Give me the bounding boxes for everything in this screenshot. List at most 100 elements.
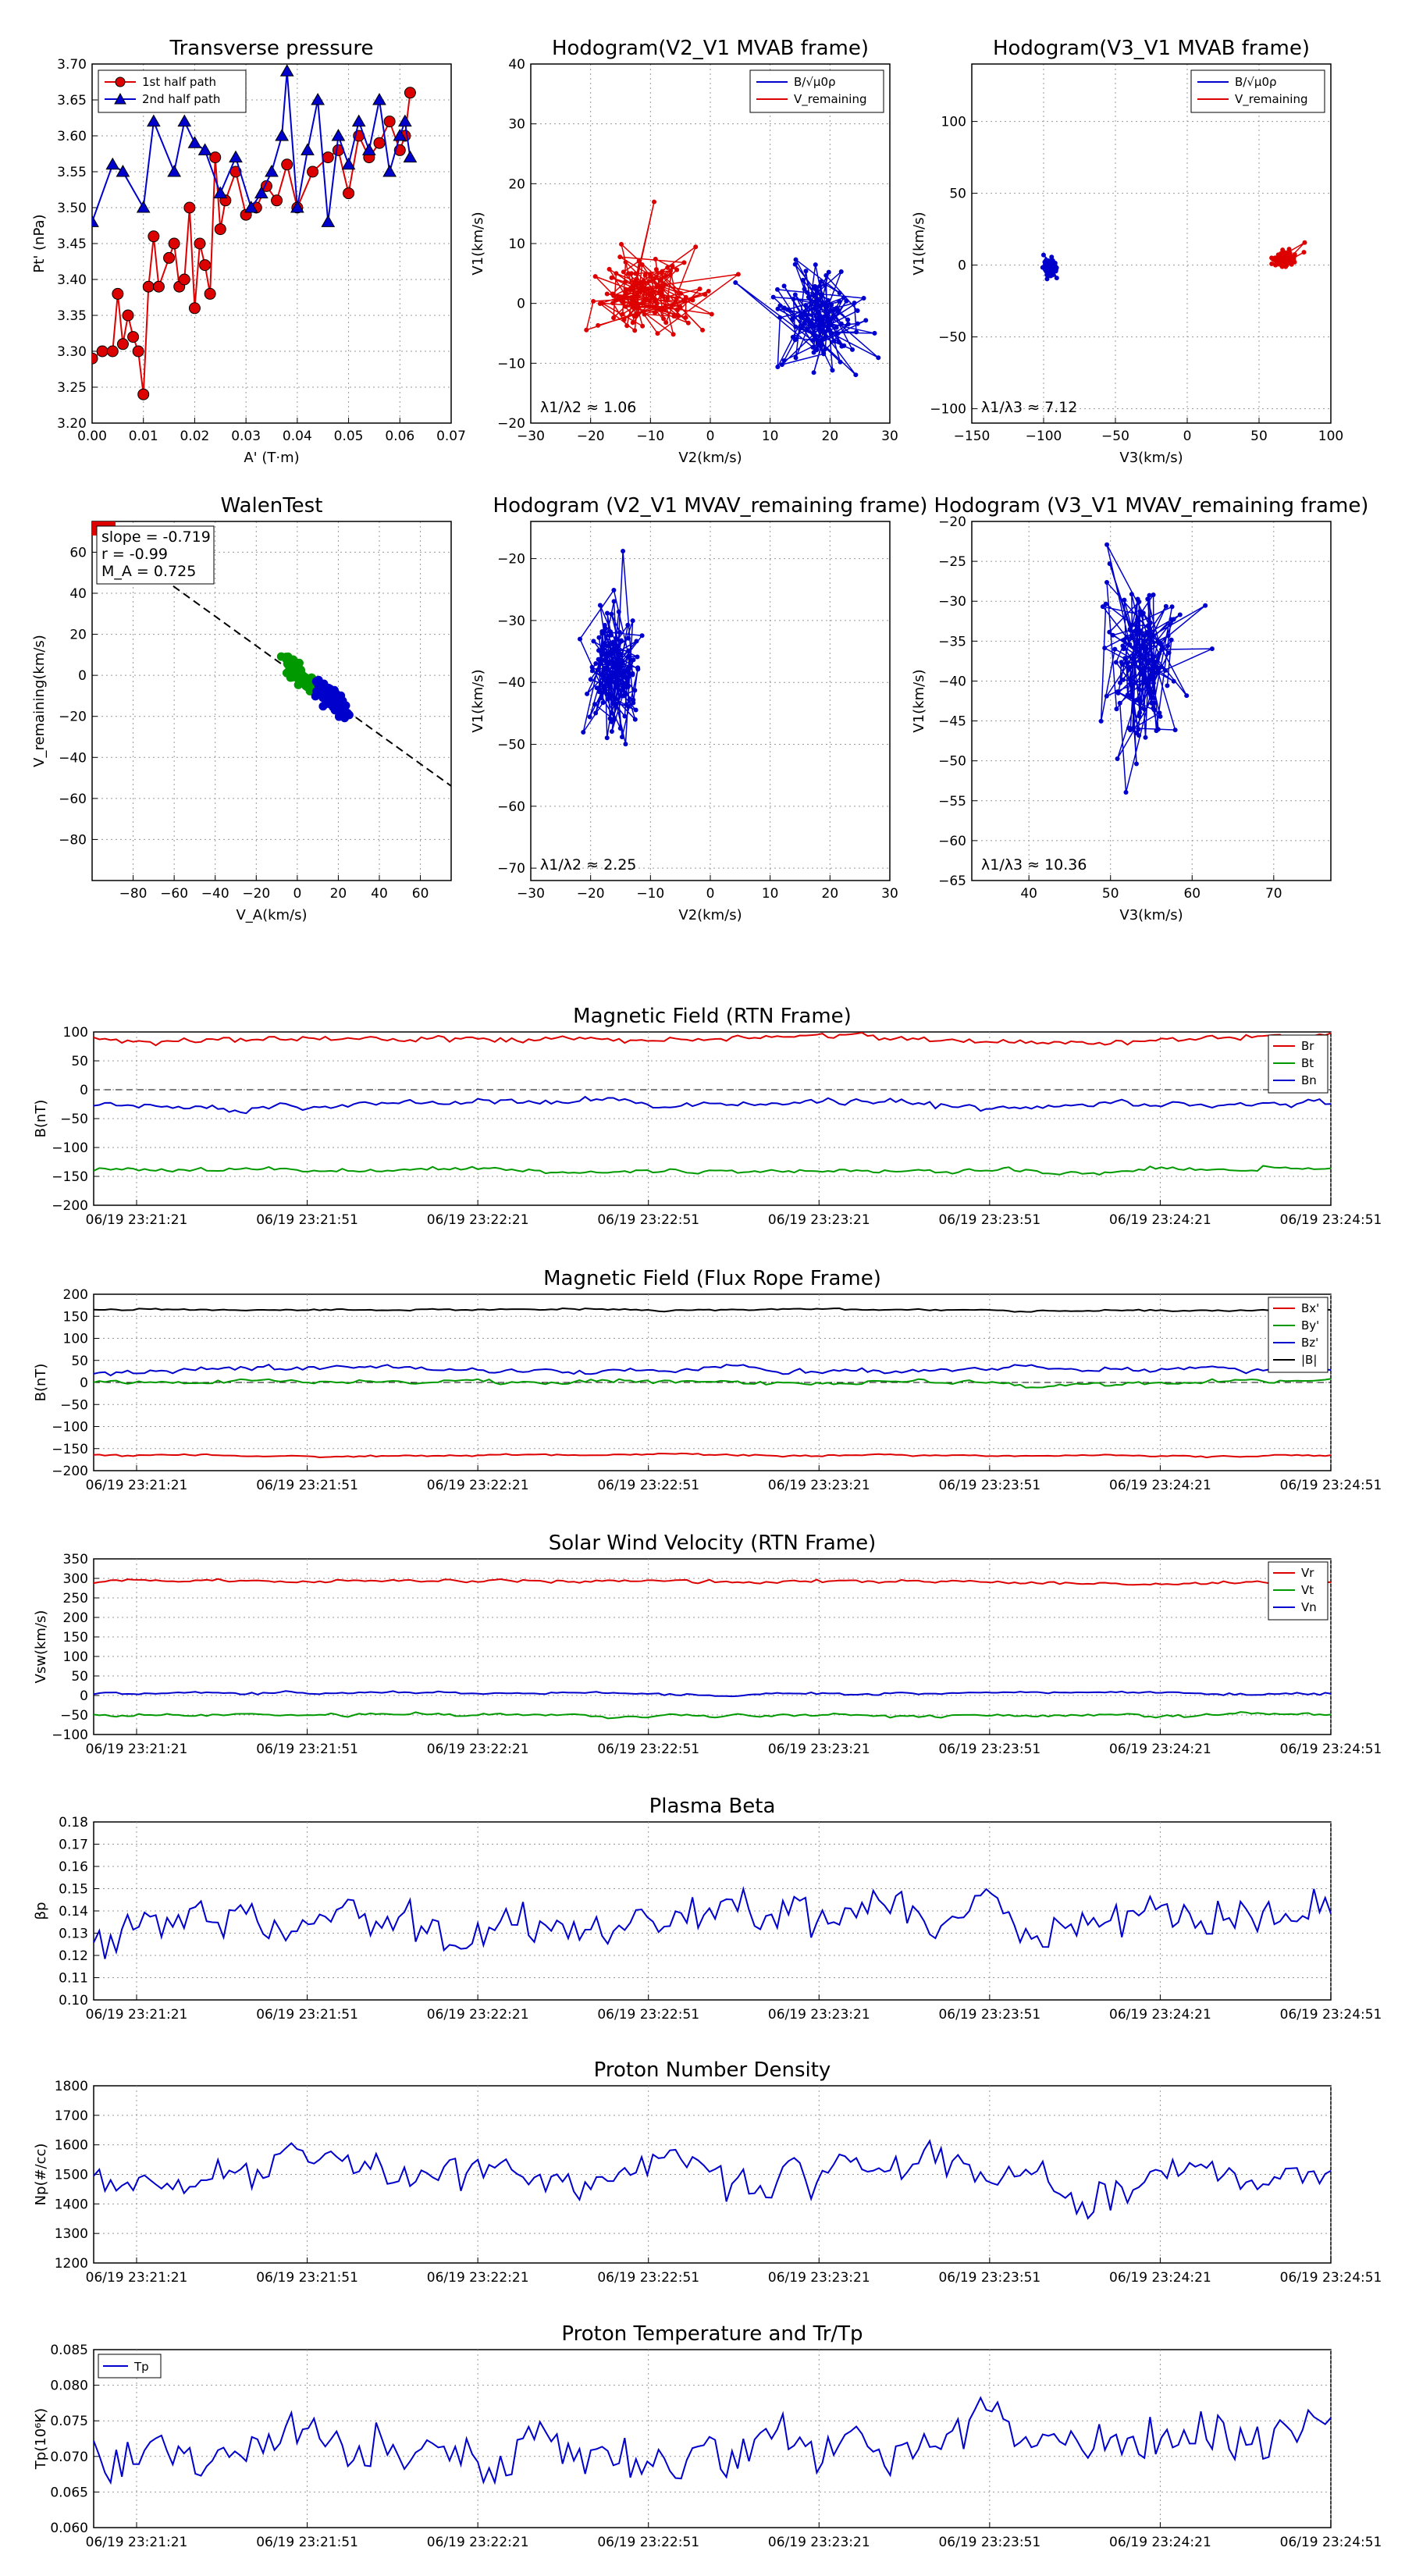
x-tick-label: 06/19 23:21:51	[256, 2270, 358, 2286]
data-point	[820, 328, 826, 333]
data-point	[194, 237, 206, 250]
x-tick-label: 06/19 23:21:21	[86, 1212, 188, 1228]
data-point	[325, 686, 335, 696]
data-point	[811, 323, 816, 329]
series-line	[94, 2139, 1331, 2220]
data-point	[1203, 603, 1208, 608]
data-point	[623, 304, 628, 309]
data-point	[341, 157, 356, 170]
data-point	[621, 548, 626, 553]
y-tick-label: 250	[63, 1591, 88, 1606]
x-tick-label: 0	[293, 886, 301, 902]
data-point	[792, 337, 798, 343]
data-point	[1137, 696, 1143, 702]
legend-label: By'	[1301, 1318, 1319, 1332]
data-point	[577, 636, 582, 642]
data-point	[1128, 628, 1133, 633]
plasma-beta-plot: Plasma Beta 0.10 0.11 0.12 0.13 0.14 0.15 0.16 0…	[33, 1795, 1382, 2023]
data-point	[818, 279, 823, 284]
data-point	[1121, 677, 1126, 682]
data-point	[821, 302, 827, 308]
y-tick-label: 200	[63, 1610, 88, 1626]
data-point	[631, 304, 636, 310]
legend-label: 2nd half path	[142, 92, 220, 106]
y-tick-label: 0.075	[50, 2414, 88, 2429]
data-point	[663, 320, 669, 326]
data-point	[683, 294, 688, 300]
data-point	[818, 344, 823, 350]
y-tick-label: 3.50	[57, 201, 87, 216]
data-point	[383, 116, 396, 128]
data-point	[1157, 651, 1162, 656]
data-point	[393, 128, 407, 141]
legend-label: V_remaining	[1235, 92, 1308, 107]
data-point	[800, 323, 806, 329]
data-point	[148, 230, 160, 243]
y-tick-label: 1200	[55, 2256, 88, 2272]
data-point	[628, 287, 634, 293]
data-point	[1114, 706, 1119, 712]
x-tick-label: 60	[412, 886, 429, 902]
x-axis-label: V_A(km/s)	[236, 907, 307, 923]
x-tick-label: 20	[822, 886, 839, 902]
y-axis-label: Vsw(km/s)	[33, 1610, 49, 1684]
eigenvalue-ratio: λ1/λ3 ≈ 7.12	[981, 399, 1077, 416]
data-point	[1277, 261, 1282, 266]
data-point	[702, 292, 708, 297]
data-point	[592, 274, 598, 279]
data-point	[803, 269, 809, 274]
x-tick-label: 06/19 23:21:51	[256, 2535, 358, 2550]
data-point	[633, 271, 638, 276]
x-tick-label: 06/19 23:24:51	[1280, 2007, 1382, 2023]
x-tick-label: 06/19 23:24:21	[1109, 2535, 1211, 2550]
y-tick-label: 0.065	[50, 2485, 88, 2500]
x-tick-label: 40	[371, 886, 388, 902]
x-tick-label: 0.01	[129, 429, 158, 444]
y-tick-label: −30	[497, 614, 525, 629]
data-point	[617, 668, 623, 674]
data-point	[609, 652, 614, 657]
data-point	[601, 668, 606, 674]
data-point	[599, 301, 605, 306]
data-point	[588, 677, 593, 682]
data-point	[604, 610, 610, 616]
data-point	[660, 269, 665, 274]
data-point	[631, 314, 637, 319]
data-point	[609, 611, 614, 617]
x-tick-label: 06/19 23:22:51	[597, 2535, 699, 2550]
data-point	[96, 345, 108, 358]
x-tick-label: −10	[636, 886, 664, 902]
data-point	[602, 622, 607, 628]
data-point	[844, 298, 849, 304]
data-point	[1160, 644, 1165, 649]
y-tick-label: 0.085	[50, 2343, 88, 2358]
data-point	[681, 260, 687, 265]
data-point	[1169, 604, 1175, 610]
data-point	[799, 315, 804, 320]
y-tick-label: −35	[938, 634, 966, 649]
axes-frame	[91, 521, 452, 881]
x-tick-label: 30	[881, 429, 898, 444]
data-point	[1129, 682, 1134, 688]
legend-label: Bz'	[1301, 1336, 1318, 1350]
y-tick-label: −100	[52, 1140, 88, 1156]
y-tick-label: 50	[71, 1054, 88, 1069]
data-point	[1163, 667, 1168, 673]
data-point	[1140, 610, 1146, 616]
data-point	[613, 696, 618, 701]
data-point	[596, 322, 601, 328]
data-point	[675, 313, 681, 318]
data-point	[817, 339, 823, 344]
x-tick-label: 06/19 23:23:51	[938, 2007, 1040, 2023]
y-axis-label: V1(km/s)	[911, 669, 927, 732]
y-tick-label: −45	[938, 714, 966, 730]
y-tick-label: 0	[80, 1083, 88, 1098]
data-point	[1113, 660, 1119, 665]
y-tick-label: −150	[52, 1169, 88, 1185]
x-tick-label: 06/19 23:24:21	[1109, 2270, 1211, 2286]
data-point	[1102, 646, 1108, 651]
y-tick-label: −20	[497, 552, 525, 568]
y-tick-label: −50	[60, 1112, 88, 1127]
data-point	[777, 303, 783, 308]
transverse-pressure-plot: Transverse pressure 0.00 0.01 0.02 0.03 0.04 0…	[31, 37, 466, 466]
